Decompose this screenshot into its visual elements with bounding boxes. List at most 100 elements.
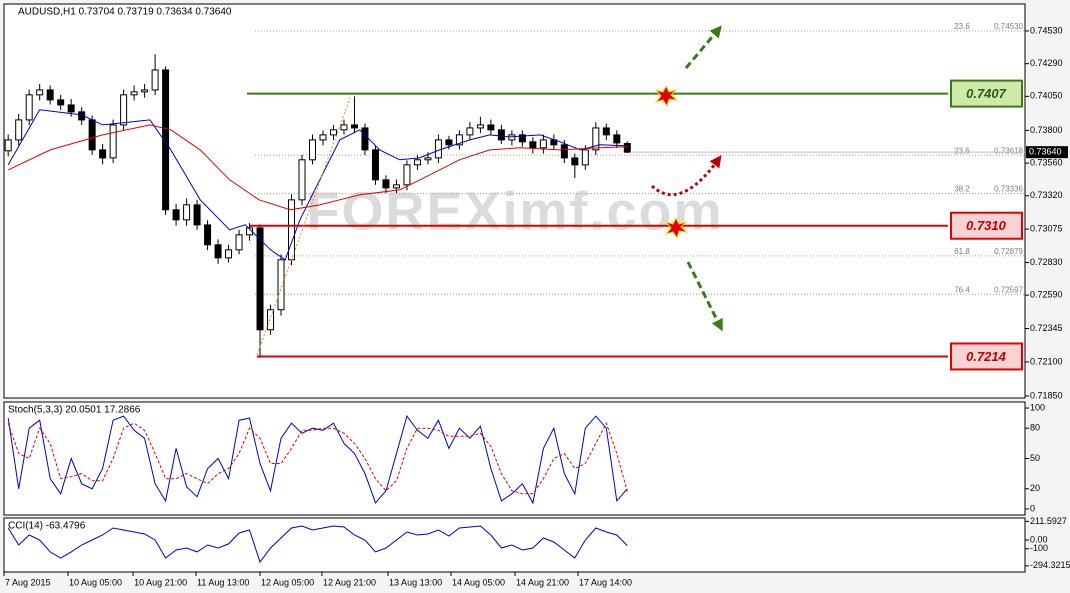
candle-body [4,139,12,152]
candle-body [267,309,275,331]
candle-body [183,204,191,221]
candle-body [518,134,526,143]
annotations [256,25,723,356]
candle-body [25,94,33,121]
fib-price: 0.73336 [994,185,1023,194]
y-tick-label: 80 [1030,423,1040,433]
candle-body [256,227,264,331]
candle-body [476,124,484,129]
breakout-icon [654,84,679,108]
candle-body [298,159,306,201]
candle-body [613,134,621,144]
fib-price: 0.72597 [994,285,1023,294]
main-panel [3,3,1026,399]
y-tick-label: 0.72100 [1030,356,1063,366]
level-label: 0.7407 [966,86,1007,101]
indicator-line [7,124,628,211]
candle-body [497,129,505,141]
cci-panel [3,517,1026,573]
watermark: FOREXimf.com [306,181,723,241]
candle-body [413,159,421,166]
candle-body [539,139,547,149]
candle-body [204,224,212,246]
x-tick-label: 12 Aug 21:00 [323,577,376,587]
y-tick-label: 0.74290 [1030,58,1063,68]
content: 0.74530 0.74290 0.74050 0.73800 0.73560 0.733… [3,22,1070,587]
candle-body [193,204,201,226]
last-price-box [1026,146,1068,159]
candle-body [623,142,631,153]
y-tick-label: 0.74050 [1030,91,1063,101]
y-tick-label: 0.72830 [1030,257,1063,267]
candle-body [508,134,516,141]
y-tick-label: -100 [1030,543,1048,553]
candle-body [602,127,610,136]
last-price-label: 0.73640 [1029,147,1062,157]
candle-body [466,127,474,136]
candle-body [36,89,44,96]
y-tick-label: 0.73560 [1030,157,1063,167]
candle-body [88,119,96,151]
candle-body [424,157,432,161]
y-tick-label: 100 [1030,402,1045,412]
candle-body [141,89,149,93]
fib-line [256,97,351,356]
candle-body [99,149,107,159]
stoch-title: Stoch(5,3,3) 20.0501 17.2866 [8,405,141,416]
candle-body [361,127,369,151]
x-tick-label: 10 Aug 21:00 [134,577,187,587]
y-tick-label: 0.74530 [1030,25,1063,35]
candle-body [434,139,442,159]
candle-body [277,259,285,311]
y-tick-label: 0.73800 [1030,125,1063,135]
y-tick-label: 0.73075 [1030,223,1063,233]
candle-body [487,124,495,131]
fib-price: 0.73618 [994,146,1023,155]
fib-ratio: 38.2 [954,185,970,194]
fib-ratio: 76.4 [954,285,970,294]
candle-body [214,244,222,259]
x-tick-label: 12 Aug 05:00 [261,577,314,587]
candle-body [329,129,337,136]
candle-body [581,149,589,166]
candle-body [162,69,170,211]
breakout-icon [664,216,689,240]
y-tick-label: 0.71850 [1030,390,1063,400]
cci-title: CCI(14) -63.4796 [8,521,86,532]
y-tick-label: 20 [1030,483,1040,493]
candle-body [371,149,379,181]
x-tick-label: 10 Aug 05:00 [69,577,122,587]
indicator-line [7,109,628,261]
fib-ratio: 61.8 [954,247,970,256]
y-tick-label: 0.72590 [1030,290,1063,300]
chart-title: AUDUSD,H1 0.73704 0.73719 0.73634 0.7364… [18,7,232,18]
candle-body [319,134,327,141]
fib-ratio: 23.6 [954,22,970,31]
candle-body [120,94,128,126]
candle-body [529,141,537,149]
level-box [950,342,1023,371]
candle-body [392,184,400,189]
y-tick-label: -294.3215 [1030,560,1070,570]
candle-body [403,164,411,186]
candle-body [350,124,358,129]
candle-body [57,99,65,106]
candle-body [130,91,138,96]
candle-body [560,144,568,159]
candle-body [151,69,159,91]
y-tick-label: 0.72345 [1030,323,1063,333]
candle-body [235,234,243,251]
candle-body [46,89,54,101]
x-tick-label: 13 Aug 13:00 [389,577,442,587]
rebound-arrow [650,155,722,197]
level-label: 0.7214 [966,349,1007,364]
candle-body [340,124,348,131]
y-tick-label: 0 [1030,503,1035,513]
x-tick-label: 7 Aug 2015 [5,577,51,587]
candle-body [455,134,463,146]
level-box [950,211,1023,240]
x-tick-label: 14 Aug 05:00 [452,577,505,587]
candle-body [15,119,23,141]
